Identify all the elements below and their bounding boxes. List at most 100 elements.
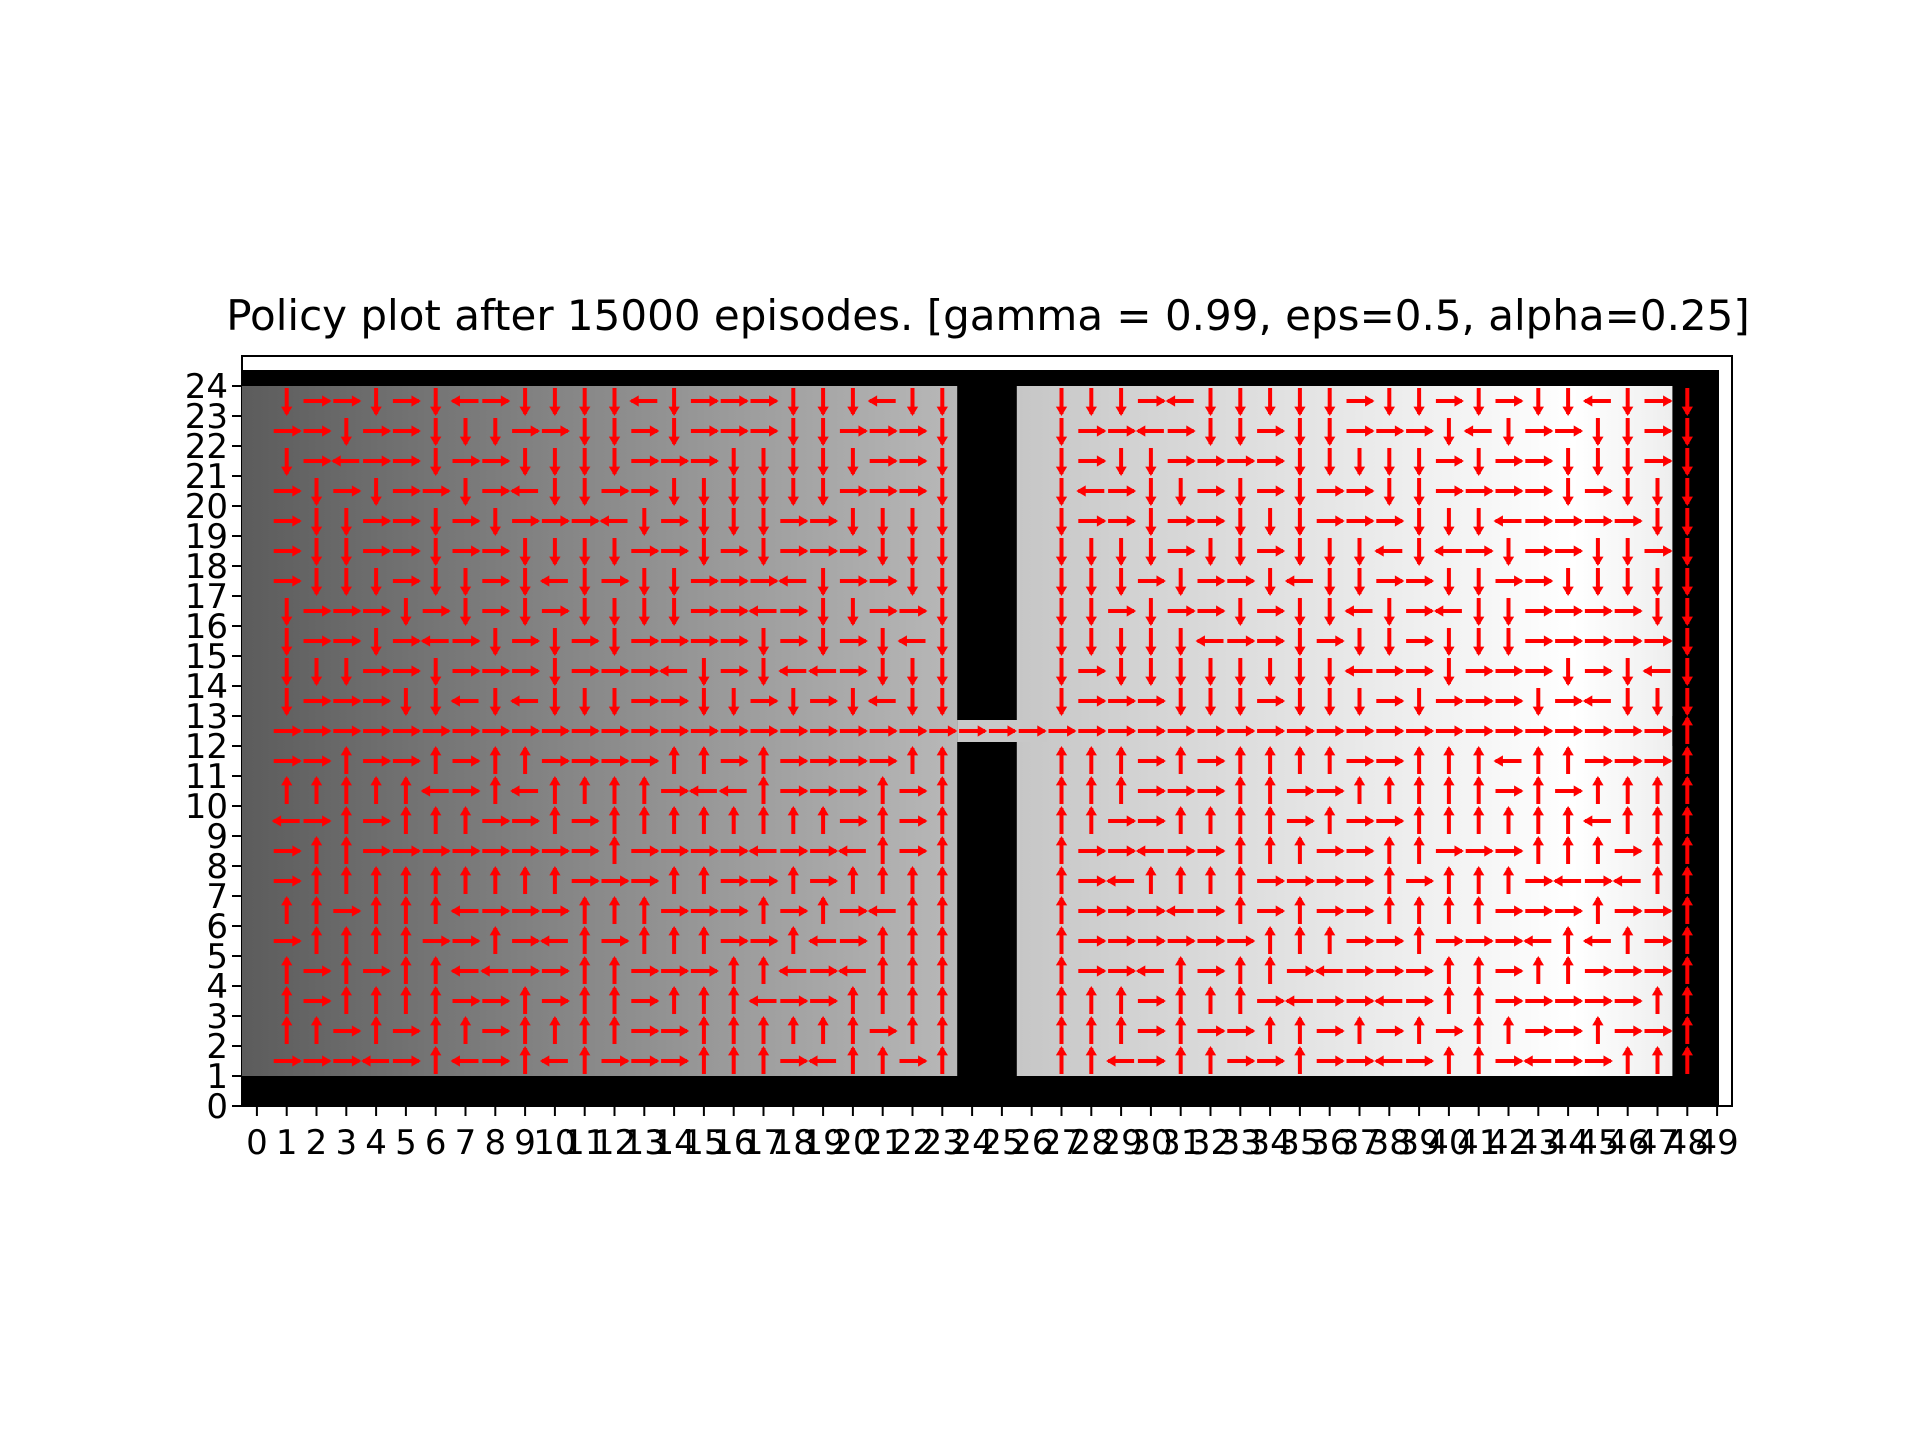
policy-arrow — [1227, 635, 1256, 647]
policy-arrow — [869, 755, 898, 767]
policy-arrow — [1055, 478, 1068, 506]
policy-arrow — [877, 926, 889, 954]
policy-arrow — [512, 425, 541, 437]
policy-arrow — [631, 425, 660, 437]
policy-arrow — [780, 635, 809, 647]
policy-arrow — [728, 688, 740, 716]
policy-arrow — [392, 485, 421, 497]
policy-arrow — [608, 688, 621, 716]
policy-arrow — [1555, 425, 1584, 437]
policy-arrow — [1257, 905, 1286, 917]
policy-arrow — [906, 688, 919, 716]
policy-arrow — [601, 485, 630, 497]
policy-arrow — [1644, 425, 1673, 437]
policy-arrow — [839, 785, 868, 797]
policy-arrow — [1264, 568, 1276, 596]
policy-arrow — [420, 635, 449, 647]
policy-arrow — [310, 508, 323, 536]
policy-arrow — [1413, 746, 1425, 774]
policy-arrow — [899, 1055, 928, 1067]
policy-arrow — [1376, 695, 1405, 707]
policy-arrow — [847, 1046, 859, 1074]
y-tick-label: 23 — [185, 397, 228, 437]
policy-arrow — [1353, 1016, 1366, 1044]
y-tick-label: 19 — [185, 517, 228, 557]
policy-arrow — [1473, 776, 1485, 804]
policy-arrow — [1165, 395, 1194, 407]
policy-arrow — [780, 1055, 809, 1067]
policy-arrow — [690, 605, 719, 617]
policy-arrow — [601, 755, 630, 767]
policy-arrow — [690, 905, 719, 917]
policy-arrow — [1316, 635, 1345, 647]
policy-arrow — [1435, 455, 1464, 467]
policy-arrow — [1495, 935, 1524, 947]
policy-arrow — [869, 1025, 898, 1037]
policy-arrow — [1257, 995, 1286, 1007]
policy-arrow — [1346, 875, 1375, 887]
policy-arrow — [519, 866, 531, 894]
policy-arrow — [787, 418, 799, 446]
policy-arrow — [1257, 695, 1286, 707]
policy-arrow — [459, 568, 472, 596]
policy-arrow — [333, 605, 362, 617]
policy-arrow — [1286, 815, 1315, 827]
policy-arrow — [1592, 1016, 1604, 1044]
policy-arrow — [1413, 776, 1425, 804]
policy-arrow — [1257, 485, 1286, 497]
policy-arrow — [1264, 956, 1276, 984]
policy-arrow — [273, 755, 302, 767]
policy-arrow — [839, 425, 868, 437]
policy-arrow — [1055, 806, 1068, 834]
policy-arrow — [936, 746, 948, 774]
policy-arrow — [1681, 836, 1693, 864]
policy-arrow — [363, 605, 392, 617]
policy-arrow — [1435, 725, 1464, 737]
policy-arrow — [1612, 875, 1641, 887]
policy-arrow — [839, 485, 868, 497]
policy-arrow — [1353, 568, 1366, 596]
policy-arrow — [370, 986, 382, 1014]
x-tick-label: 34 — [1248, 1123, 1291, 1163]
policy-arrow — [1562, 658, 1574, 686]
policy-arrow — [757, 658, 770, 686]
policy-arrow — [1078, 425, 1107, 437]
policy-arrow — [392, 395, 421, 407]
policy-arrow — [1435, 695, 1464, 707]
policy-arrow — [512, 905, 541, 917]
policy-arrow — [333, 395, 362, 407]
policy-arrow — [1584, 725, 1613, 737]
policy-arrow — [1614, 905, 1643, 917]
policy-arrow — [422, 605, 451, 617]
policy-arrow — [571, 725, 600, 737]
policy-arrow — [370, 776, 382, 804]
y-tick-label: 11 — [185, 757, 228, 797]
policy-arrow — [273, 485, 302, 497]
policy-arrow — [340, 746, 352, 774]
policy-arrow — [668, 478, 680, 506]
policy-arrow — [988, 725, 1017, 737]
policy-arrow — [370, 568, 382, 596]
policy-arrow — [1257, 545, 1286, 557]
policy-arrow — [631, 635, 660, 647]
policy-arrow — [728, 986, 740, 1014]
policy-arrow — [482, 395, 511, 407]
policy-arrow — [698, 508, 710, 536]
policy-arrow — [579, 1016, 591, 1044]
policy-arrow — [847, 598, 859, 626]
policy-arrow — [1622, 538, 1634, 566]
policy-arrow — [1316, 725, 1345, 737]
policy-arrow — [400, 986, 412, 1014]
policy-arrow — [780, 845, 809, 857]
policy-arrow — [450, 695, 479, 707]
policy-arrow — [780, 995, 809, 1007]
policy-arrow — [1582, 395, 1611, 407]
policy-arrow — [1555, 725, 1584, 737]
policy-arrow — [512, 515, 541, 527]
policy-arrow — [1681, 746, 1693, 774]
policy-arrow — [1473, 448, 1485, 476]
policy-arrow — [1078, 665, 1107, 677]
policy-arrow — [1257, 875, 1286, 887]
policy-arrow — [1383, 478, 1395, 506]
policy-arrow — [1324, 538, 1336, 566]
